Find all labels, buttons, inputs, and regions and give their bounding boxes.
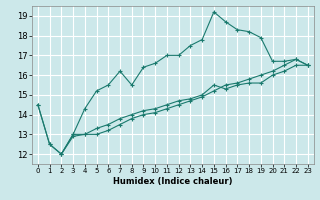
X-axis label: Humidex (Indice chaleur): Humidex (Indice chaleur) — [113, 177, 233, 186]
